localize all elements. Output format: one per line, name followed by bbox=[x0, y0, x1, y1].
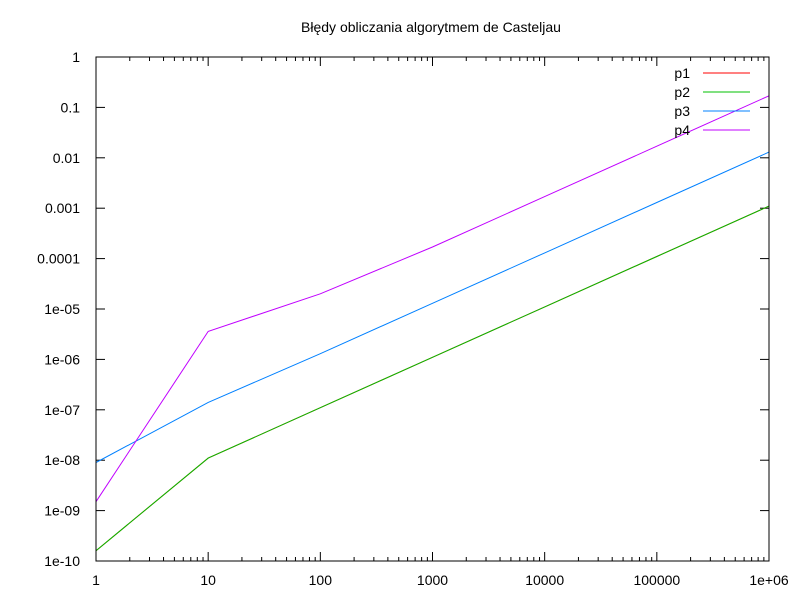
x-tick-label: 1000 bbox=[417, 572, 448, 588]
y-tick-label: 1e-07 bbox=[44, 402, 80, 418]
series-line-p4 bbox=[95, 95, 770, 502]
y-tick-label: 1e-10 bbox=[44, 553, 80, 569]
legend-label-p4: p4 bbox=[674, 122, 690, 138]
legend-label-p2: p2 bbox=[674, 84, 690, 100]
x-tick-label: 100 bbox=[309, 572, 333, 588]
x-tick-label: 1e+06 bbox=[749, 572, 789, 588]
x-tick-label: 10 bbox=[200, 572, 216, 588]
y-tick-label: 1e-06 bbox=[44, 351, 80, 367]
legend-label-p1: p1 bbox=[674, 65, 690, 81]
y-tick-label: 1e-09 bbox=[44, 503, 80, 519]
x-tick-label: 1 bbox=[92, 572, 100, 588]
x-tick-label: 100000 bbox=[633, 572, 680, 588]
legend-label-p3: p3 bbox=[674, 103, 690, 119]
y-tick-label: 1 bbox=[72, 49, 80, 65]
y-tick-label: 0.0001 bbox=[37, 251, 80, 267]
y-tick-label: 1e-05 bbox=[44, 301, 80, 317]
y-tick-label: 0.001 bbox=[45, 200, 80, 216]
legend: p1 p2 p3 p4 bbox=[674, 65, 750, 138]
series-line-p1 bbox=[95, 205, 770, 552]
y-tick-label: 0.01 bbox=[53, 150, 80, 166]
axis-ticks: 1 10 100 1000 10000 100000 1e+06 1e-10 1e-09 1e-0… bbox=[37, 49, 789, 588]
y-tick-label: 0.1 bbox=[61, 99, 81, 115]
plot-frame bbox=[95, 56, 770, 562]
y-tick-label: 1e-08 bbox=[44, 452, 80, 468]
x-tick-label: 10000 bbox=[525, 572, 564, 588]
series-line-p2 bbox=[95, 205, 770, 552]
plot-series bbox=[95, 95, 770, 552]
series-line-p3 bbox=[95, 151, 770, 463]
chart-title: Błędy obliczania algorytmem de Casteljau bbox=[301, 19, 561, 35]
